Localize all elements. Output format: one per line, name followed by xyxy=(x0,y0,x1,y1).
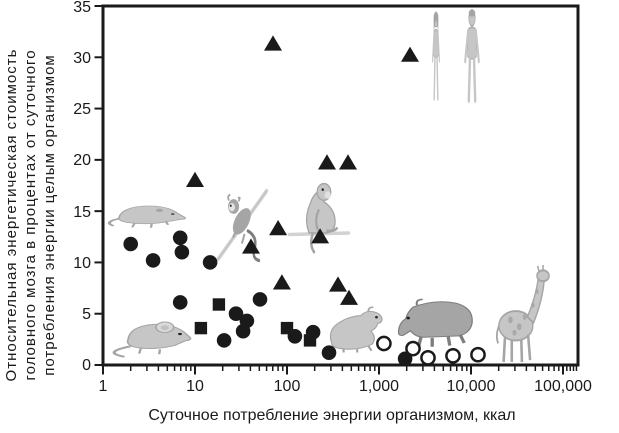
data-point-filled-triangle xyxy=(329,276,347,292)
agouti-illustration xyxy=(329,306,383,353)
y-tick-label: 35 xyxy=(73,0,91,16)
data-point-filled-triangle xyxy=(269,220,288,236)
y-axis-tick-labels: 0 5 10 15 20 25 30 35 xyxy=(73,0,91,374)
data-point-filled-triangle xyxy=(311,228,330,244)
y-tick-label: 20 xyxy=(73,152,91,169)
data-point-open-circle xyxy=(376,335,392,352)
y-tick-label: 15 xyxy=(73,204,91,221)
x-tick-label: 1 xyxy=(99,378,108,395)
data-points-layer xyxy=(123,35,486,367)
data-point-filled-triangle xyxy=(242,238,260,254)
data-point-filled-triangle xyxy=(318,154,336,170)
data-point-filled-triangle xyxy=(264,35,282,51)
data-point-filled-triangle xyxy=(186,171,204,187)
data-point-filled-triangle xyxy=(272,274,291,290)
plot-frame-and-ticks xyxy=(94,4,580,375)
data-point-filled-circle xyxy=(202,255,218,270)
capybara-illustration xyxy=(397,298,473,347)
plot-frame xyxy=(101,4,580,367)
data-point-filled-square xyxy=(194,321,208,335)
data-point-filled-circle xyxy=(123,236,138,252)
data-point-open-circle xyxy=(420,349,436,366)
marmoset-illustration xyxy=(216,188,269,263)
data-point-filled-square xyxy=(212,298,226,311)
giraffe-illustration xyxy=(495,265,550,363)
mouse-illustration xyxy=(112,321,192,358)
data-point-filled-circle xyxy=(172,295,188,310)
y-tick-label: 10 xyxy=(73,255,91,272)
human-female-illustration xyxy=(432,11,440,101)
data-point-filled-square xyxy=(303,334,317,347)
data-point-filled-triangle xyxy=(340,289,358,305)
y-tick-label: 5 xyxy=(82,306,91,323)
x-axis-title: Суточное потребление энергии организмом,… xyxy=(148,407,515,424)
data-point-filled-triangle xyxy=(339,154,357,170)
y-axis-title-line: головного мозга в процентах от суточного xyxy=(22,49,39,380)
data-point-open-circle xyxy=(445,347,461,364)
data-point-filled-circle xyxy=(252,292,268,307)
x-tick-label: 100 xyxy=(274,378,301,395)
x-tick-label: 100,000 xyxy=(534,378,592,395)
data-point-filled-circle xyxy=(235,323,251,339)
shrew-illustration xyxy=(107,205,187,228)
x-tick-label: 10,000 xyxy=(447,378,496,395)
animal-illustrations-layer xyxy=(107,9,550,363)
data-point-filled-circle xyxy=(228,306,244,322)
x-tick-label: 1,000 xyxy=(359,378,399,395)
y-tick-label: 30 xyxy=(73,50,91,67)
human-male-illustration xyxy=(464,9,480,104)
data-point-open-circle xyxy=(470,346,486,363)
data-point-filled-circle xyxy=(145,253,161,268)
y-axis-title-line: Относительная энергетическая стоимость xyxy=(3,49,20,382)
y-tick-label: 0 xyxy=(82,357,91,374)
y-axis-title-line: потребления энергии целым организмом xyxy=(41,54,58,375)
y-axis-title: Относительная энергетическая стоимость г… xyxy=(3,49,58,382)
x-tick-label: 10 xyxy=(186,378,204,395)
data-point-filled-circle xyxy=(174,244,190,260)
data-point-filled-circle xyxy=(216,333,232,348)
data-point-filled-circle xyxy=(172,230,188,246)
y-tick-label: 25 xyxy=(73,101,91,118)
data-point-filled-square xyxy=(280,321,294,335)
data-point-open-circle xyxy=(405,340,421,357)
data-point-filled-triangle xyxy=(401,46,419,62)
data-point-filled-circle xyxy=(321,345,337,361)
x-axis-tick-labels: 1 10 100 1,000 10,000 100,000 xyxy=(99,378,592,395)
